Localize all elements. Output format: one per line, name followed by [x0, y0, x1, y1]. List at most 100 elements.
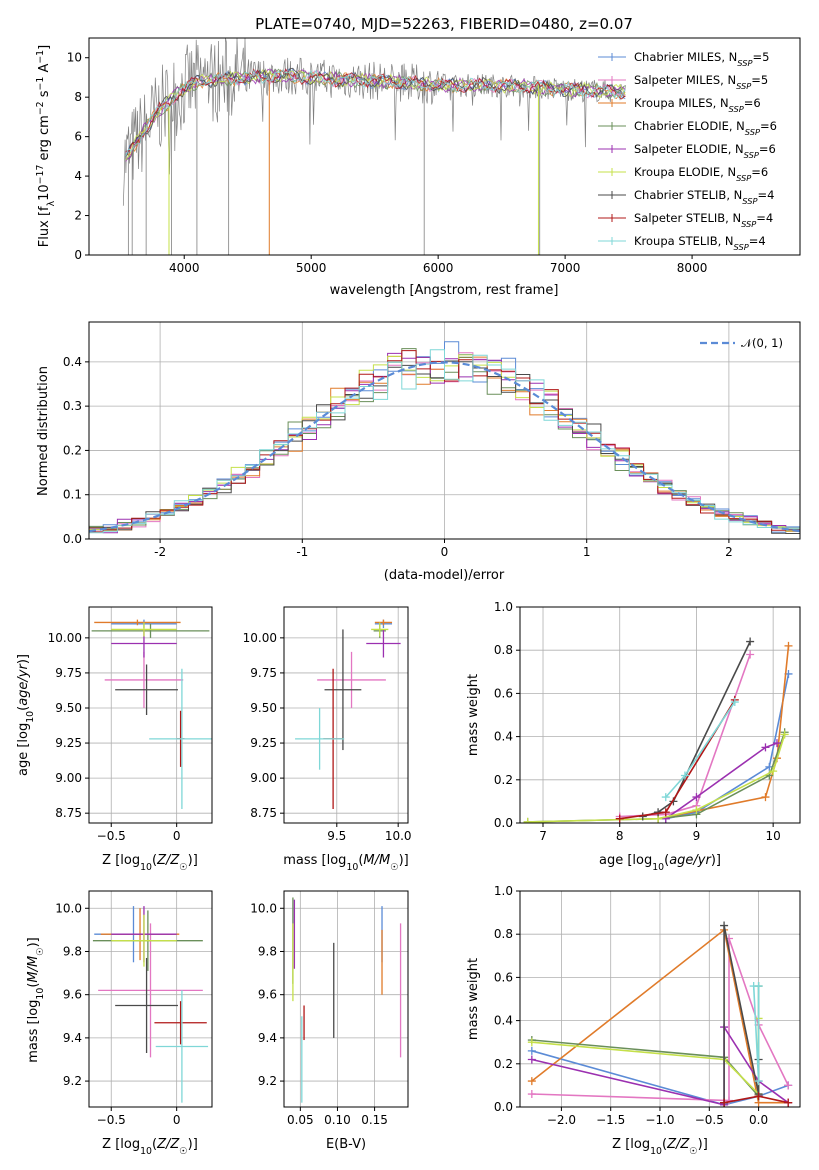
legend-text: =5 [752, 50, 769, 64]
weight-metallicity-axes: −2.0 −1.5 −1.0 −0.5 0.0 0.0 0.2 0.4 0.6 0.8 1.0 mas… [466, 884, 801, 1157]
y-tick-label: 0.6 [494, 686, 513, 700]
x-tick-label: 9 [693, 829, 701, 843]
x-axis-label: Z [log10(Z/Z☉)] [612, 1137, 708, 1157]
legend-sub: SSP [737, 58, 752, 68]
mass-extinction-axes: 0.05 0.10 0.15 9.2 9.4 9.6 9.8 10.0 E(B-V) [250, 890, 409, 1152]
weight-marker-salpeter_elodie [527, 1055, 536, 1064]
axes-frame [519, 606, 801, 824]
legend-sub: SSP [741, 219, 756, 229]
label-part: M/M [26, 956, 41, 983]
y-tick-label: 2 [74, 209, 82, 223]
x-axis-label: Z [log10(Z/Z☉)] [102, 853, 198, 873]
weight-marker-salpeter_stelib [720, 1098, 729, 1107]
legend-sub: SSP [736, 173, 751, 183]
weight-marker-kroupa_stelib [680, 771, 689, 780]
x-tick-label: -1 [296, 545, 308, 559]
legend-label: Chabrier MILES, NSSP=5 [634, 50, 769, 68]
weight-marker-chabrier_stelib [746, 637, 755, 646]
weight-marker-salpeter_stelib [615, 814, 624, 823]
legend-text: =6 [760, 119, 777, 133]
label-part: mass [log [283, 853, 346, 868]
label-part: ☉ [390, 862, 398, 873]
legend-sub: SSP [744, 150, 759, 160]
y-tick-label: 9.75 [55, 666, 82, 680]
x-tick-label: 6000 [423, 261, 454, 275]
y-tick-label: 8.75 [55, 806, 82, 820]
legend-sub: SSP [729, 104, 744, 114]
weight-marker-chabrier_miles [527, 1046, 536, 1055]
legend-text: Salpeter STELIB, N [634, 211, 741, 225]
label-part: −2 [35, 101, 46, 115]
weight-marker-salpeter_miles [784, 1081, 793, 1090]
label-part: −1 [35, 77, 46, 91]
normal-curve [89, 361, 800, 533]
legend-label: Salpeter MILES, NSSP=5 [634, 73, 768, 91]
y-tick-label: 0.1 [63, 488, 82, 502]
label-part: Z [log [102, 853, 140, 868]
y-tick-label: 1.0 [494, 600, 513, 614]
legend-text: =4 [749, 234, 766, 248]
plot-area [91, 619, 212, 809]
weight-marker-kroupa_elodie [523, 817, 532, 823]
axes-frame [283, 890, 409, 1108]
plot-area [295, 619, 401, 809]
label-part: age/yr [669, 853, 712, 868]
y-tick-label: 10.00 [243, 631, 277, 645]
weight-marker-kroupa_elodie [769, 767, 778, 776]
y-tick-label: 0.6 [494, 970, 513, 984]
legend-label: Kroupa STELIB, NSSP=4 [634, 234, 766, 252]
legend: Chabrier MILES, NSSP=5 Salpeter MILES, NS… [598, 50, 777, 252]
y-tick-label: 0.0 [494, 816, 513, 830]
axes-frame [88, 890, 213, 1108]
label-part: λ [46, 200, 57, 206]
label-part: ( [16, 706, 31, 711]
weight-marker-salpeter_stelib [784, 1098, 793, 1107]
legend-text: Chabrier ELODIE, N [634, 119, 745, 133]
legend-text: Salpeter ELODIE, N [634, 142, 744, 156]
weight-marker-kroupa_miles [761, 793, 770, 802]
weight-line-kroupa_miles [531, 928, 789, 1104]
label-part: 10 [37, 184, 52, 201]
label-part: )] [16, 654, 31, 664]
x-tick-label: −2.0 [547, 1113, 576, 1127]
y-tick-label: 9.25 [250, 736, 277, 750]
y-tick-label: 10.0 [250, 901, 277, 915]
x-tick-label: 0.10 [324, 1113, 351, 1127]
y-tick-label: 0.2 [63, 443, 82, 457]
weight-line-salpeter_elodie [665, 742, 778, 820]
weight-line-chabrier_elodie [527, 732, 786, 823]
legend-sub: SSP [742, 196, 757, 206]
legend-text: =6 [759, 142, 776, 156]
x-tick-label: −0.5 [695, 1113, 724, 1127]
x-tick-label: −1.5 [596, 1113, 625, 1127]
y-tick-label: 1.0 [494, 884, 513, 898]
weight-age-axes: 7 8 9 10 0.0 0.2 0.4 0.6 0.8 1.0 mass weight age [l… [466, 600, 801, 873]
label-part: )] [399, 853, 409, 868]
x-tick-label: 0.05 [287, 1113, 314, 1127]
label-part: −1 [35, 50, 46, 64]
label-part: Z/Z [666, 1137, 690, 1152]
y-tick-label: 0.8 [494, 927, 513, 941]
x-tick-label: 9.5 [327, 829, 346, 843]
y-tick-label: 0.2 [494, 773, 513, 787]
label-part: 10 [35, 988, 46, 1000]
y-tick-label: 10.00 [48, 631, 82, 645]
legend-label: Chabrier ELODIE, NSSP=6 [634, 119, 777, 137]
y-tick-label: 8 [74, 90, 82, 104]
weight-marker-salpeter_elodie [772, 739, 781, 748]
x-axis-label: mass [log10(M/M☉)] [283, 853, 409, 873]
plot-area [89, 341, 800, 534]
y-tick-label: 4 [74, 169, 82, 183]
weight-marker-kroupa_stelib [754, 982, 763, 991]
legend-text: =4 [756, 211, 773, 225]
x-axis-label: age [log10(age/yr)] [599, 853, 721, 873]
y-tick-label: 9.25 [55, 736, 82, 750]
y-tick-label: 0.4 [63, 355, 82, 369]
weight-marker-salpeter_elodie [692, 793, 701, 802]
legend-label: Chabrier STELIB, NSSP=4 [634, 188, 774, 206]
weight-marker-kroupa_stelib [661, 793, 670, 802]
legend-text: Kroupa MILES, N [634, 96, 729, 110]
